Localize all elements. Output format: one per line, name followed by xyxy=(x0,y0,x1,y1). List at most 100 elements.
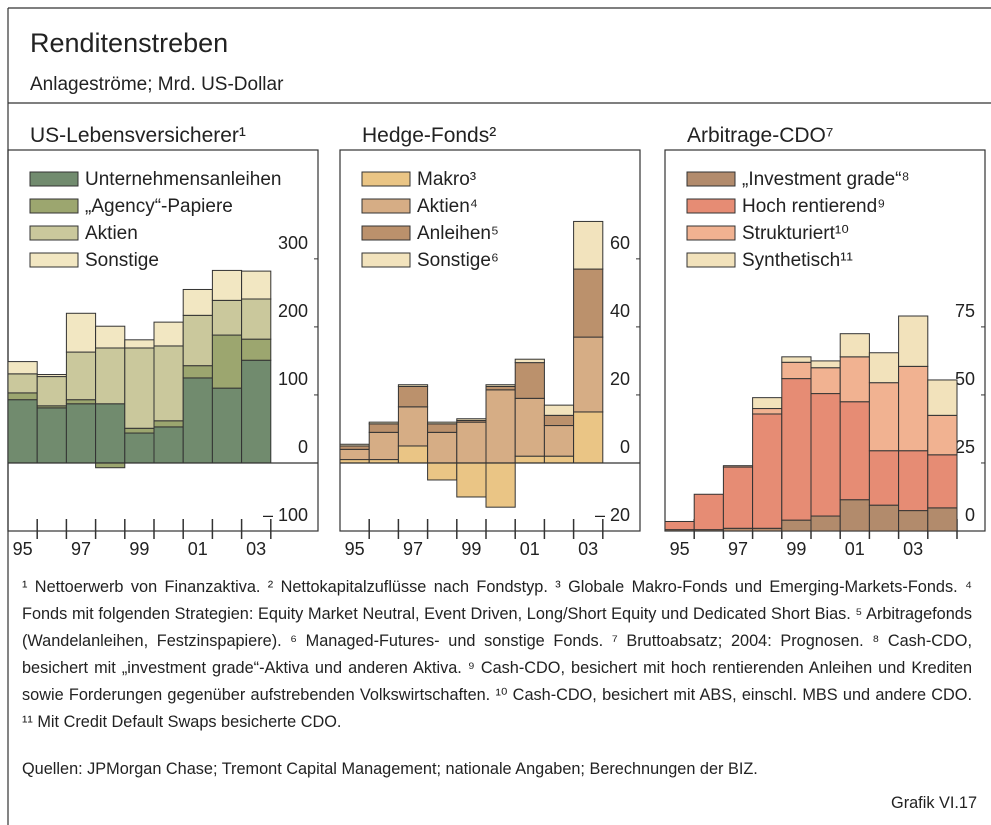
bar-segment xyxy=(182,365,213,379)
footnotes: ¹ Nettoerwerb von Finanzaktiva. ² Nettok… xyxy=(22,578,972,731)
bar-segment xyxy=(241,298,272,340)
x-tick-label: 99 xyxy=(129,539,149,559)
bar-segment xyxy=(36,374,67,378)
title: Renditenstreben xyxy=(30,28,228,58)
legend-label: „Investment grade“⁸ xyxy=(742,169,909,190)
bar-segment xyxy=(927,379,958,416)
x-tick-label: 95 xyxy=(13,539,33,559)
bar-segment xyxy=(36,376,67,407)
y-tick-label: 40 xyxy=(610,301,630,321)
y-tick-label: 25 xyxy=(955,437,975,457)
bar-segment xyxy=(182,377,213,464)
bar-segment xyxy=(573,268,604,338)
bar-segment xyxy=(573,220,604,270)
bar-segment xyxy=(722,466,754,529)
x-tick-label: 01 xyxy=(188,539,208,559)
x-tick-label: 01 xyxy=(520,539,540,559)
bar-segment xyxy=(427,431,458,464)
bar-segment xyxy=(839,499,870,532)
bar-segment xyxy=(573,411,604,464)
bar-segment xyxy=(339,445,370,450)
bar-segment xyxy=(485,462,516,508)
bar-segment xyxy=(868,352,900,384)
x-tick-label: 99 xyxy=(786,539,806,559)
bar-segment xyxy=(898,365,929,452)
bar-segment xyxy=(543,425,575,457)
bar-segment xyxy=(456,462,487,498)
legend-swatch xyxy=(686,198,736,214)
bar-segment xyxy=(810,360,841,369)
bar-segment xyxy=(368,421,399,425)
bar-segment xyxy=(485,385,516,391)
bar-segment xyxy=(514,358,545,364)
bar-segment xyxy=(397,385,429,408)
bar-segment xyxy=(781,356,812,363)
bar-segment xyxy=(65,403,97,464)
bar-segment xyxy=(752,408,783,415)
bar-segment xyxy=(927,414,958,456)
x-tick-label: 97 xyxy=(728,539,748,559)
bar-segment xyxy=(211,299,243,336)
legend-swatch xyxy=(29,171,79,187)
y-tick-label: 75 xyxy=(955,301,975,321)
bar-segment xyxy=(65,312,97,353)
legend-label: Strukturiert¹⁰ xyxy=(742,223,849,244)
bar-segment xyxy=(898,315,929,367)
panel-frame xyxy=(7,149,319,532)
bar-segment xyxy=(781,519,812,532)
bar-segment xyxy=(368,431,399,461)
bar-segment xyxy=(427,462,458,481)
bar-segment xyxy=(124,339,155,349)
bar-segment xyxy=(456,421,487,464)
source: Quellen: JPMorgan Chase; Tremont Capital… xyxy=(22,760,758,778)
y-tick-label: 20 xyxy=(610,369,630,389)
y-tick-label: 50 xyxy=(955,369,975,389)
bar-segment xyxy=(182,288,213,316)
bar-segment xyxy=(927,507,958,532)
panel-title: Hedge-Fonds² xyxy=(362,124,496,147)
bar-segment xyxy=(241,338,272,361)
x-tick-label: 95 xyxy=(345,539,365,559)
legend-swatch xyxy=(686,225,736,241)
bar-segment xyxy=(543,404,575,416)
legend-swatch xyxy=(29,198,79,214)
bar-segment xyxy=(65,351,97,401)
bar-segment xyxy=(95,403,126,464)
bar-segment xyxy=(898,510,929,532)
bar-segment xyxy=(781,361,812,380)
bar-segment xyxy=(241,359,272,464)
legend-swatch xyxy=(361,252,411,268)
bar-segment xyxy=(839,401,870,501)
bar-segment xyxy=(36,407,67,464)
bar-segment xyxy=(211,387,243,464)
bar-segment xyxy=(868,450,900,506)
x-tick-label: 01 xyxy=(845,539,865,559)
bar-segment xyxy=(124,427,155,434)
bar-segment xyxy=(543,414,575,427)
bar-segment xyxy=(781,378,812,521)
bar-segment xyxy=(153,321,184,347)
legend-label: Aktien⁴ xyxy=(417,196,478,217)
bar-segment xyxy=(368,423,399,433)
bar-segment xyxy=(810,367,841,395)
legend-label: Sonstige⁶ xyxy=(417,250,499,271)
bar-segment xyxy=(514,455,545,464)
bar-segment xyxy=(95,325,126,349)
bar-segment xyxy=(397,384,429,387)
x-tick-label: 97 xyxy=(403,539,423,559)
bar-segment xyxy=(7,392,38,401)
bar-segment xyxy=(543,455,575,464)
bar-segment xyxy=(397,445,429,464)
y-tick-label: 0 xyxy=(620,437,630,457)
bar-segment xyxy=(7,373,38,394)
bar-segment xyxy=(339,448,370,461)
bar-segment xyxy=(868,382,900,452)
bar-segment xyxy=(752,397,783,410)
x-tick-label: 03 xyxy=(903,539,923,559)
y-tick-label: 0 xyxy=(965,505,975,525)
y-tick-label: 300 xyxy=(278,233,308,253)
x-tick-label: 99 xyxy=(461,539,481,559)
legend-swatch xyxy=(29,225,79,241)
bar-segment xyxy=(241,270,272,300)
